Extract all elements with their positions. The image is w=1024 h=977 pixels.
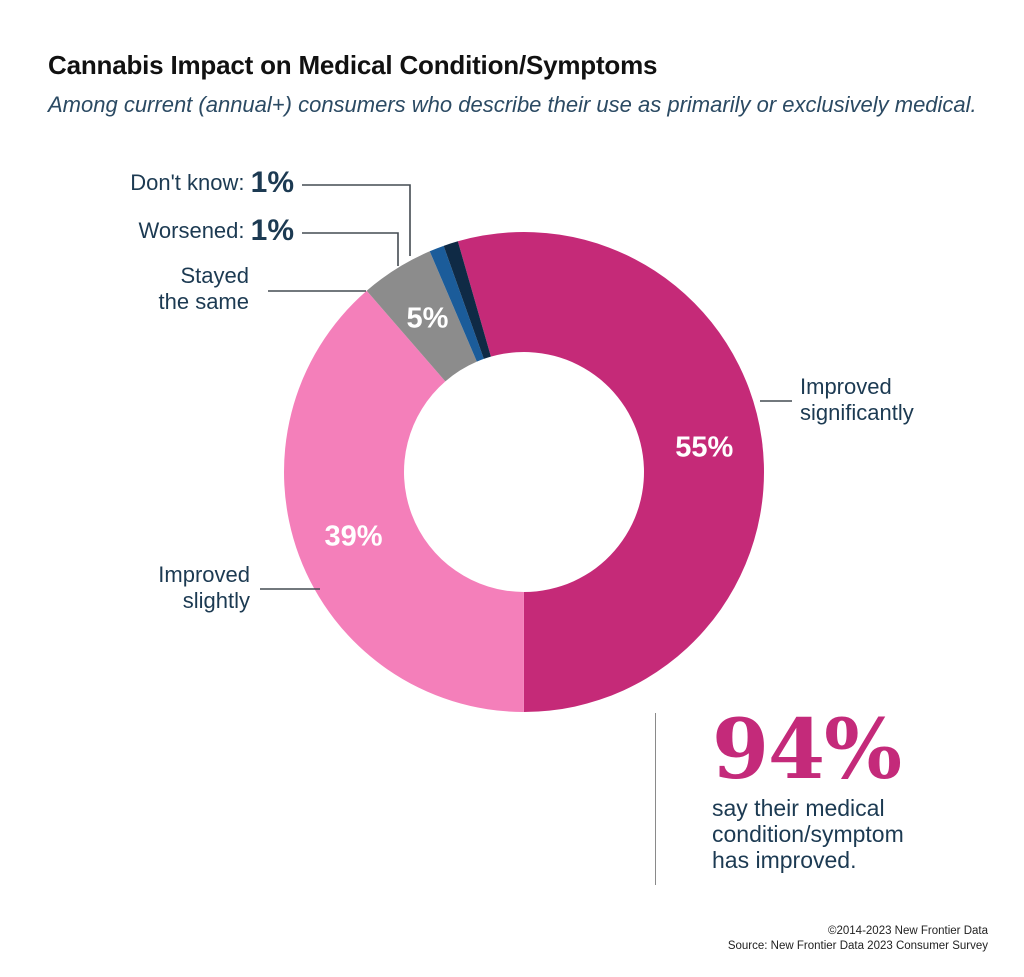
footer-copyright: ©2014-2023 New Frontier Data [828,925,988,937]
callout-line2: condition/symptom [712,821,904,847]
slice-value-label: 39% [324,521,382,553]
leader-line-dont-know [302,184,411,256]
donut-slice-improved-significantly [457,232,765,713]
footer-source: Source: New Frontier Data 2023 Consumer … [727,940,988,952]
callout-text: say their medical condition/symptom has … [712,795,952,873]
label-worsened-text: Worsened: [138,218,245,243]
callout-value: 94% [712,702,902,798]
donut-slice-don-t-know [443,241,491,359]
leader-line-worsened [302,232,399,266]
label-improved-significantly: Improved significantly [800,374,914,426]
label-improved-sig-line2: significantly [800,400,914,425]
label-stayed-line2: the same [158,289,250,314]
slice-value-label: 55% [675,432,733,464]
slice-value-label: 5% [406,303,448,335]
label-stayed-line1: Stayed [180,263,250,288]
label-improved-slightly: Improved slightly [158,562,250,614]
callout-line1: say their medical [712,795,885,821]
label-improved-sig-line1: Improved [800,374,892,399]
label-improved-slight-line1: Improved [158,562,250,587]
footer: ©2014-2023 New Frontier Data Source: New… [728,924,988,954]
label-dont-know: Don't know: 1% [130,168,294,198]
label-dont-know-pct: 1% [250,166,294,199]
callout-divider [655,713,656,885]
label-worsened-pct: 1% [250,214,294,247]
donut-slice-improved-slightly [284,290,524,712]
label-worsened: Worsened: 1% [138,216,294,246]
chart-subtitle: Among current (annual+) consumers who de… [48,92,977,117]
label-improved-slight-line2: slightly [182,588,250,613]
chart-title: Cannabis Impact on Medical Condition/Sym… [48,50,658,80]
label-dont-know-text: Don't know: [130,170,245,195]
label-stayed-the-same: Stayed the same [159,263,250,315]
donut-slice-worsened [429,245,484,362]
callout-line3: has improved. [712,847,857,873]
donut-slice-stayed-the-same [366,251,477,382]
